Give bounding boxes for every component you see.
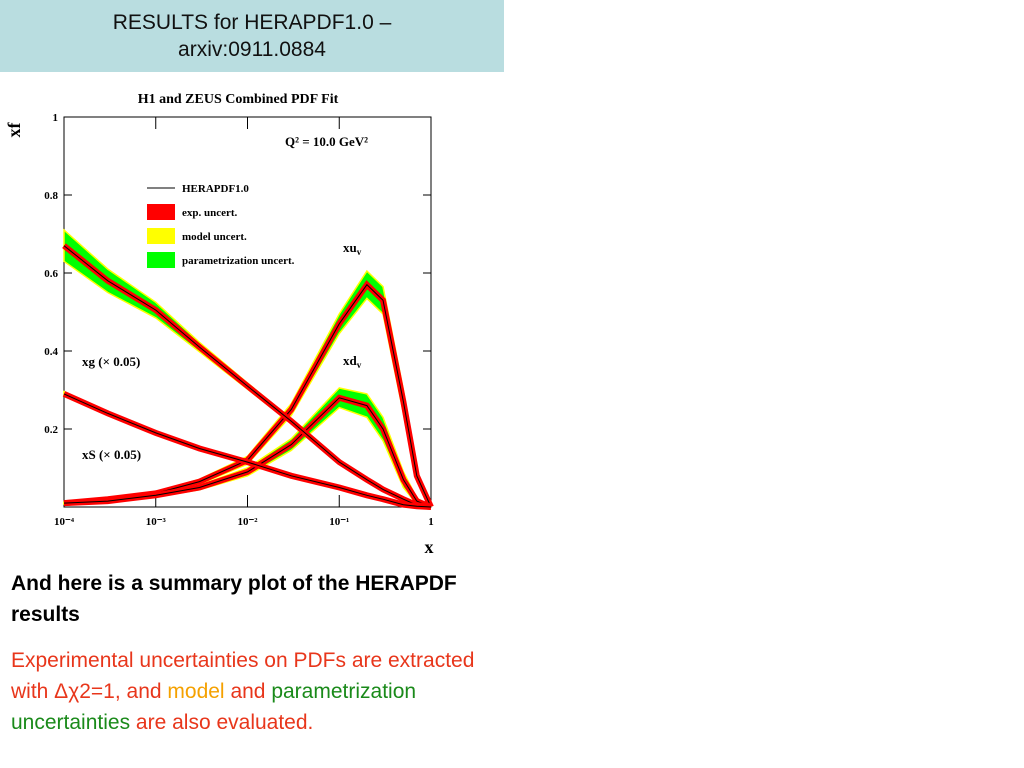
- legend-swatch: [147, 228, 175, 244]
- y-tick-label: 1: [53, 112, 59, 124]
- curve-label-sub: v: [357, 247, 362, 257]
- y-tick-label: 0.4: [44, 346, 58, 358]
- x-tick-label: 1: [428, 516, 434, 528]
- x-tick-label: 10⁻²: [237, 516, 258, 528]
- curve-label-name: xS (× 0.05): [82, 447, 141, 462]
- chart-title: H1 and ZEUS Combined PDF Fit: [138, 92, 339, 107]
- paragraph-segment: and: [224, 680, 272, 703]
- legend-label: exp. uncert.: [182, 207, 238, 219]
- y-tick-label: 0.8: [44, 190, 58, 202]
- central-line: [63, 397, 432, 508]
- curve-label: xg (× 0.05): [82, 354, 140, 369]
- paragraph: Experimental uncertainties on PDFs are e…: [11, 645, 481, 738]
- curve-label-sub: v: [357, 360, 362, 370]
- legend-label: parametrization uncert.: [182, 255, 295, 267]
- curve-label-name: xu: [343, 240, 357, 255]
- curve-label: xuv: [343, 240, 362, 257]
- title-line: RESULTS for HERAPDF1.0 –: [112, 11, 392, 34]
- legend-swatch: [147, 252, 175, 268]
- legend-swatch: [147, 204, 175, 220]
- paragraph-segment: Experimental uncertainties on PDFs are e…: [11, 649, 475, 703]
- y-tick-label: 0.2: [44, 424, 58, 436]
- curve-label: xdv: [343, 353, 362, 370]
- central-line: [63, 393, 432, 508]
- x-tick-label: 10⁻³: [146, 516, 167, 528]
- title-line: arxiv:0911.0884: [178, 38, 326, 61]
- paragraph-segment: parametrization uncertainties: [11, 680, 417, 734]
- central-line: [63, 245, 432, 508]
- chart: H1 and ZEUS Combined PDF Fit xf x Q² = 1…: [4, 92, 434, 557]
- annotation: Q² = 10.0 GeV²: [285, 134, 368, 149]
- y-tick-label: 0.6: [44, 268, 58, 280]
- title-box: RESULTS for HERAPDF1.0 – arxiv:0911.0884: [0, 0, 504, 72]
- x-tick-label: 10⁻⁴: [54, 516, 75, 528]
- y-axis-label: xf: [4, 122, 24, 138]
- legend-label: model uncert.: [182, 231, 247, 243]
- heading: And here is a summary plot of the HERAPD…: [11, 572, 457, 626]
- curve-label: xS (× 0.05): [82, 447, 141, 462]
- x-tick-label: 10⁻¹: [329, 516, 349, 528]
- curve-label-name: xd: [343, 353, 358, 368]
- curve-label-name: xg (× 0.05): [82, 354, 140, 369]
- legend-label: HERAPDF1.0: [182, 183, 249, 195]
- paragraph-segment: are also evaluated.: [130, 711, 314, 734]
- paragraph-segment: model: [167, 680, 225, 703]
- x-axis-label: x: [425, 537, 434, 557]
